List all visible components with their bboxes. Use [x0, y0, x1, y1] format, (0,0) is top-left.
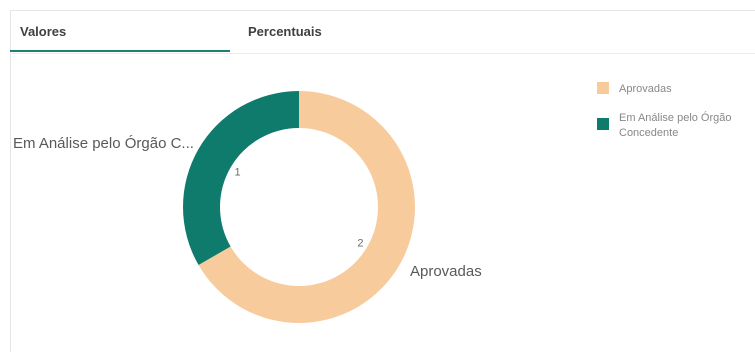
tab-percentuais[interactable]: Percentuais [248, 24, 322, 39]
slice-value-label-0: 2 [357, 238, 363, 250]
legend-label-em-analise-line1[interactable]: Em Análise pelo Órgão [619, 111, 732, 124]
legend-label-em-analise-line2[interactable]: Concedente [619, 127, 678, 139]
slice-value-label-1: 1 [234, 167, 240, 179]
slice-label-em-analise: Em Análise pelo Órgão C... [13, 135, 194, 152]
legend-label-aprovadas[interactable]: Aprovadas [619, 83, 672, 95]
donut-slice-0[interactable] [198, 91, 415, 323]
donut-slice-1[interactable] [182, 91, 299, 265]
legend: Aprovadas Em Análise pelo Órgão Conceden… [597, 82, 732, 139]
tab-bar: Valores Percentuais [10, 11, 755, 54]
chart-panel [10, 10, 755, 352]
legend-swatch-em-analise[interactable] [597, 118, 609, 130]
slice-label-aprovadas: Aprovadas [410, 263, 482, 280]
legend-swatch-aprovadas[interactable] [597, 82, 609, 94]
tab-valores[interactable]: Valores [10, 11, 230, 52]
